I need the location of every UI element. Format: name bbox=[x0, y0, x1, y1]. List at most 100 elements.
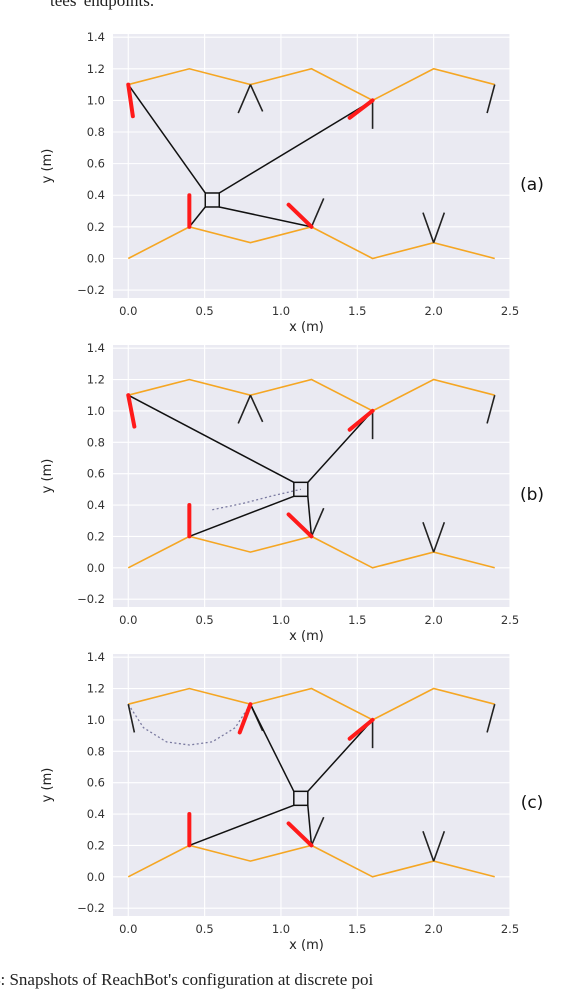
plot-background bbox=[113, 345, 510, 607]
panel-label: (b) bbox=[520, 485, 544, 505]
passive-leg bbox=[127, 704, 136, 733]
active-leg bbox=[286, 512, 314, 539]
y-tick-label: 0.0 bbox=[87, 870, 105, 884]
plot-background bbox=[113, 654, 510, 916]
passive-leg bbox=[249, 394, 264, 423]
y-axis-label: y (m) bbox=[40, 459, 55, 494]
robot-body bbox=[293, 790, 309, 807]
y-tick-label: 0.6 bbox=[87, 467, 105, 481]
y-tick-label: 0.4 bbox=[87, 498, 105, 512]
panel-3: 0.0 0.5 1.0 1.5 2.0 2.5 −0.2 0.0 0.2 0.4 0.6 0.8 1.0… bbox=[40, 650, 543, 953]
y-tick-label: 1.2 bbox=[87, 373, 105, 387]
x-tick-label: 2.5 bbox=[501, 922, 519, 936]
terrain-top-line bbox=[128, 67, 495, 102]
passive-leg bbox=[422, 522, 435, 553]
cable bbox=[127, 84, 206, 194]
y-tick-label: 0.6 bbox=[87, 776, 105, 790]
y-tick-label: 0.4 bbox=[87, 188, 105, 202]
passive-leg bbox=[486, 84, 496, 114]
y-tick-label: 0.2 bbox=[87, 529, 105, 543]
cable bbox=[127, 394, 295, 483]
body-trajectory bbox=[127, 703, 251, 746]
active-leg bbox=[286, 202, 314, 229]
robot-body bbox=[293, 481, 309, 498]
passive-leg bbox=[432, 522, 446, 553]
x-tick-label: 2.5 bbox=[501, 304, 519, 318]
y-tick-label: 1.4 bbox=[87, 30, 105, 44]
y-axis-label: y (m) bbox=[40, 149, 55, 184]
passive-leg bbox=[237, 394, 252, 424]
passive-leg bbox=[486, 703, 496, 733]
x-axis-label: x (m) bbox=[289, 320, 324, 335]
x-tick-label: 0.0 bbox=[119, 922, 137, 936]
caption-fragment-bottom: 4: Snapshots of ReachBot's configuration… bbox=[0, 970, 374, 989]
x-tick-label: 1.0 bbox=[272, 613, 290, 627]
passive-leg bbox=[310, 816, 325, 846]
y-tick-label: 1.0 bbox=[87, 713, 105, 727]
cable bbox=[249, 703, 295, 792]
panel-2: 0.0 0.5 1.0 1.5 2.0 2.5 −0.2 0.0 0.2 0.4 0.6 0.8 1.0… bbox=[40, 341, 544, 644]
active-leg bbox=[237, 702, 253, 735]
active-leg bbox=[347, 717, 375, 741]
active-leg bbox=[347, 98, 375, 120]
x-tick-label: 1.5 bbox=[348, 304, 366, 318]
y-tick-label: 0.0 bbox=[87, 561, 105, 575]
x-tick-label: 1.0 bbox=[272, 922, 290, 936]
x-tick-label: 2.5 bbox=[501, 613, 519, 627]
cable bbox=[307, 496, 313, 537]
x-tick-label: 1.0 bbox=[272, 304, 290, 318]
x-tick-label: 2.0 bbox=[425, 613, 443, 627]
x-tick-label: 0.0 bbox=[119, 304, 137, 318]
y-tick-label: 0.0 bbox=[87, 251, 105, 265]
passive-leg bbox=[310, 507, 325, 537]
y-tick-label: 0.6 bbox=[87, 157, 105, 171]
plot-background bbox=[113, 34, 510, 298]
x-tick-label: 2.0 bbox=[425, 922, 443, 936]
y-tick-label: 1.4 bbox=[87, 341, 105, 355]
terrain-top-line bbox=[128, 378, 495, 412]
y-tick-label: −0.2 bbox=[77, 592, 105, 606]
x-tick-label: 1.5 bbox=[348, 613, 366, 627]
cable bbox=[307, 805, 313, 846]
passive-leg bbox=[237, 84, 252, 114]
x-tick-label: 2.0 bbox=[425, 304, 443, 318]
x-axis-label: x (m) bbox=[289, 629, 324, 644]
cable bbox=[218, 99, 373, 194]
x-tick-label: 0.0 bbox=[119, 613, 137, 627]
active-leg bbox=[347, 408, 375, 432]
y-tick-label: 0.8 bbox=[87, 435, 105, 449]
y-tick-label: 1.4 bbox=[87, 650, 105, 664]
y-tick-label: −0.2 bbox=[77, 901, 105, 915]
y-tick-label: 0.8 bbox=[87, 125, 105, 139]
passive-leg bbox=[486, 394, 496, 424]
passive-leg bbox=[432, 212, 446, 243]
x-tick-label: 0.5 bbox=[195, 613, 213, 627]
caption-fragment-top: tees' endpoints. bbox=[50, 0, 155, 10]
y-tick-label: 1.0 bbox=[87, 404, 105, 418]
active-leg bbox=[286, 821, 314, 848]
y-tick-label: −0.2 bbox=[77, 283, 105, 297]
cable bbox=[307, 410, 374, 483]
y-tick-label: 0.2 bbox=[87, 220, 105, 234]
passive-leg bbox=[422, 212, 435, 243]
x-tick-label: 0.5 bbox=[195, 304, 213, 318]
passive-leg bbox=[422, 831, 435, 862]
passive-leg bbox=[249, 84, 264, 112]
y-tick-label: 0.2 bbox=[87, 838, 105, 852]
y-tick-label: 1.2 bbox=[87, 682, 105, 696]
terrain-top-line bbox=[128, 687, 495, 721]
cable bbox=[189, 495, 295, 538]
y-tick-label: 1.2 bbox=[87, 62, 105, 76]
robot-body bbox=[204, 192, 220, 208]
cable bbox=[219, 206, 312, 228]
y-tick-label: 0.8 bbox=[87, 744, 105, 758]
x-tick-label: 1.5 bbox=[348, 922, 366, 936]
x-axis-label: x (m) bbox=[289, 938, 324, 953]
passive-leg bbox=[432, 831, 446, 862]
active-leg bbox=[126, 393, 137, 429]
cable bbox=[188, 206, 206, 228]
y-tick-label: 1.0 bbox=[87, 93, 105, 107]
y-axis-label: y (m) bbox=[40, 768, 55, 803]
y-tick-label: 0.4 bbox=[87, 807, 105, 821]
